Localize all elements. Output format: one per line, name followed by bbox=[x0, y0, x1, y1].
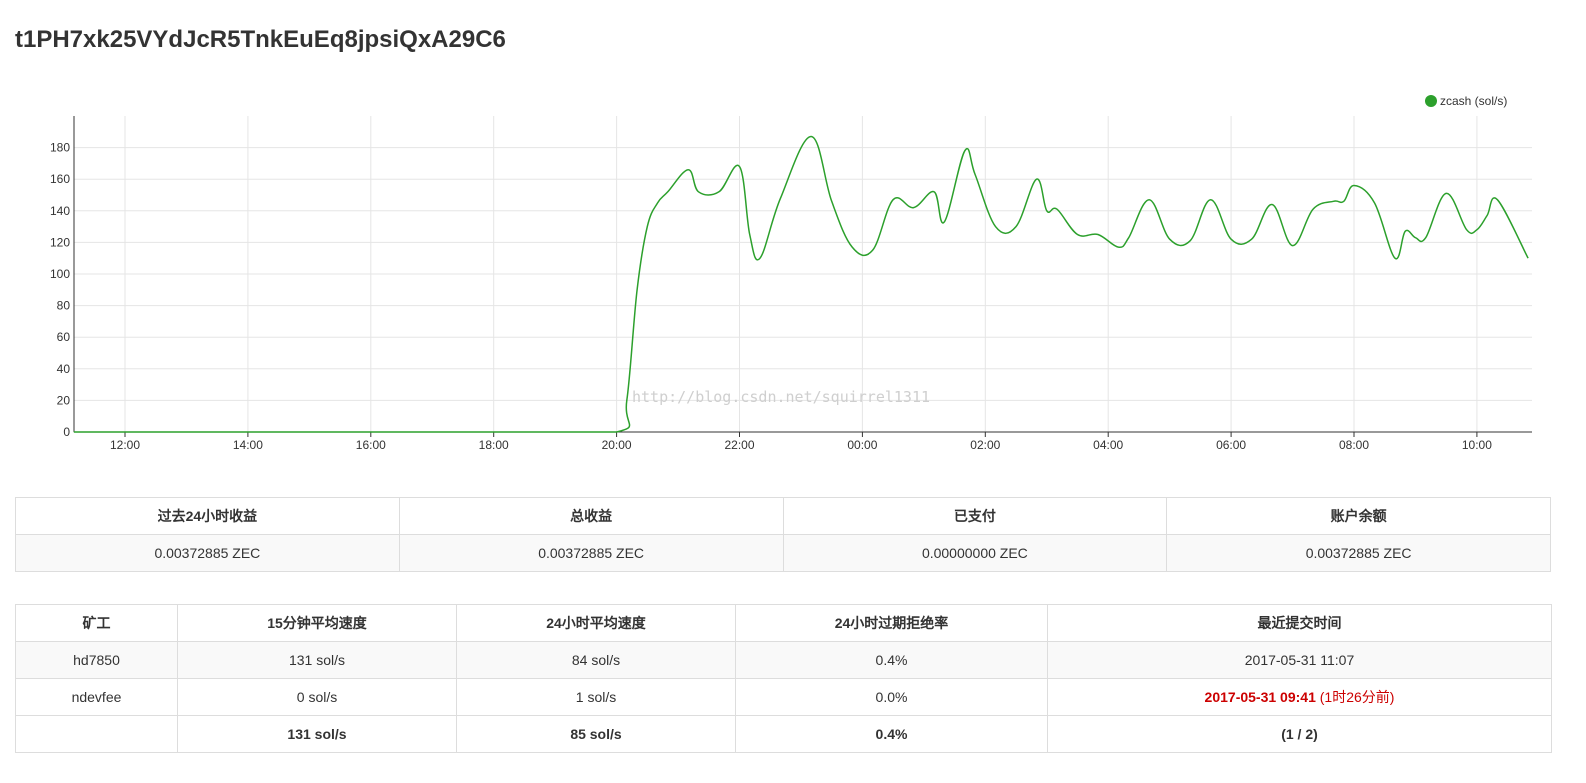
x-tick-label: 08:00 bbox=[1339, 438, 1369, 452]
worker-last-submit-cell: 2017-05-31 09:41 (1时26分前) bbox=[1047, 678, 1552, 716]
table-row: ndevfee 0 sol/s 1 sol/s 0.0% 2017-05-31 … bbox=[15, 678, 1552, 716]
y-tick-label: 160 bbox=[50, 172, 70, 186]
worker-avg24: 84 sol/s bbox=[456, 641, 736, 679]
worker-reject: 0.0% bbox=[735, 678, 1048, 716]
y-axis-ticks: 0 20 40 60 80 100 120 140 160 180 bbox=[50, 141, 70, 439]
chart-series bbox=[73, 135, 1529, 433]
worker-reject: 0.4% bbox=[735, 641, 1048, 679]
totals-avg15: 131 sol/s bbox=[177, 715, 457, 753]
page-title: t1PH7xk25VYdJcR5TnkEuEq8jpsiQxA29C6 bbox=[15, 26, 506, 53]
table-header-row: 过去24小时收益 总收益 已支付 账户余额 bbox=[15, 497, 1551, 535]
workers-table: 矿工 15分钟平均速度 24小时平均速度 24小时过期拒绝率 最近提交时间 hd… bbox=[15, 604, 1552, 753]
y-tick-label: 0 bbox=[63, 425, 70, 439]
watermark-text: http://blog.csdn.net/squirrel1311 bbox=[632, 388, 930, 406]
totals-worker-count: (1 / 2) bbox=[1047, 715, 1552, 753]
header-24h-earnings: 过去24小时收益 bbox=[15, 497, 400, 535]
chart-gridlines bbox=[74, 116, 1532, 432]
worker-name: hd7850 bbox=[15, 641, 178, 679]
x-tick-label: 18:00 bbox=[479, 438, 509, 452]
value-total-earnings: 0.00372885 ZEC bbox=[398, 534, 784, 572]
totals-avg24: 85 sol/s bbox=[456, 715, 736, 753]
x-tick-label: 20:00 bbox=[602, 438, 632, 452]
totals-name bbox=[15, 715, 178, 753]
value-balance: 0.00372885 ZEC bbox=[1166, 534, 1551, 572]
y-tick-label: 40 bbox=[57, 362, 71, 376]
header-worker: 矿工 bbox=[15, 604, 178, 642]
x-tick-label: 14:00 bbox=[233, 438, 263, 452]
table-header-row: 矿工 15分钟平均速度 24小时平均速度 24小时过期拒绝率 最近提交时间 bbox=[15, 604, 1552, 642]
x-tick-label: 04:00 bbox=[1093, 438, 1123, 452]
legend-marker-icon bbox=[1425, 95, 1437, 107]
hashrate-chart: 0 20 40 60 80 100 120 140 160 180 12:00 14:00 16:00… bbox=[50, 94, 1532, 452]
table-row: hd7850 131 sol/s 84 sol/s 0.4% 2017-05-3… bbox=[15, 641, 1552, 679]
totals-reject: 0.4% bbox=[735, 715, 1048, 753]
table-row: 0.00372885 ZEC 0.00372885 ZEC 0.00000000… bbox=[15, 534, 1551, 572]
x-tick-label: 06:00 bbox=[1216, 438, 1246, 452]
x-axis-ticks: 12:00 14:00 16:00 18:00 20:00 22:00 00:00 02:00… bbox=[110, 432, 1492, 452]
x-tick-label: 22:00 bbox=[724, 438, 754, 452]
x-tick-label: 10:00 bbox=[1462, 438, 1492, 452]
y-tick-label: 60 bbox=[57, 330, 71, 344]
header-24h-avg: 24小时平均速度 bbox=[456, 604, 736, 642]
header-reject-rate: 24小时过期拒绝率 bbox=[735, 604, 1048, 642]
x-tick-label: 00:00 bbox=[847, 438, 877, 452]
y-tick-label: 20 bbox=[57, 393, 71, 407]
worker-last-submit: 2017-05-31 11:07 bbox=[1047, 641, 1552, 679]
value-24h-earnings: 0.00372885 ZEC bbox=[15, 534, 400, 572]
y-tick-label: 120 bbox=[50, 235, 70, 249]
header-total-earnings: 总收益 bbox=[398, 497, 784, 535]
series-line-zcash bbox=[73, 135, 1529, 433]
worker-avg15: 131 sol/s bbox=[177, 641, 457, 679]
table-totals-row: 131 sol/s 85 sol/s 0.4% (1 / 2) bbox=[15, 715, 1552, 753]
y-tick-label: 80 bbox=[57, 299, 71, 313]
worker-avg15: 0 sol/s bbox=[177, 678, 457, 716]
y-tick-label: 180 bbox=[50, 141, 70, 155]
x-tick-label: 02:00 bbox=[970, 438, 1000, 452]
x-tick-label: 12:00 bbox=[110, 438, 140, 452]
worker-last-submit-ago: (1时26分前) bbox=[1319, 689, 1395, 705]
worker-last-submit: 2017-05-31 09:41 bbox=[1204, 689, 1316, 705]
x-tick-label: 16:00 bbox=[356, 438, 386, 452]
header-last-submit: 最近提交时间 bbox=[1047, 604, 1552, 642]
worker-avg24: 1 sol/s bbox=[456, 678, 736, 716]
balance-table: 过去24小时收益 总收益 已支付 账户余额 0.00372885 ZEC 0.0… bbox=[15, 497, 1551, 572]
legend-label: zcash (sol/s) bbox=[1440, 94, 1507, 108]
header-balance: 账户余额 bbox=[1166, 497, 1551, 535]
header-15min-avg: 15分钟平均速度 bbox=[177, 604, 457, 642]
y-tick-label: 100 bbox=[50, 267, 70, 281]
header-paid: 已支付 bbox=[782, 497, 1168, 535]
chart-legend[interactable]: zcash (sol/s) bbox=[1425, 94, 1507, 108]
value-paid: 0.00000000 ZEC bbox=[782, 534, 1168, 572]
y-tick-label: 140 bbox=[50, 204, 70, 218]
worker-name: ndevfee bbox=[15, 678, 178, 716]
